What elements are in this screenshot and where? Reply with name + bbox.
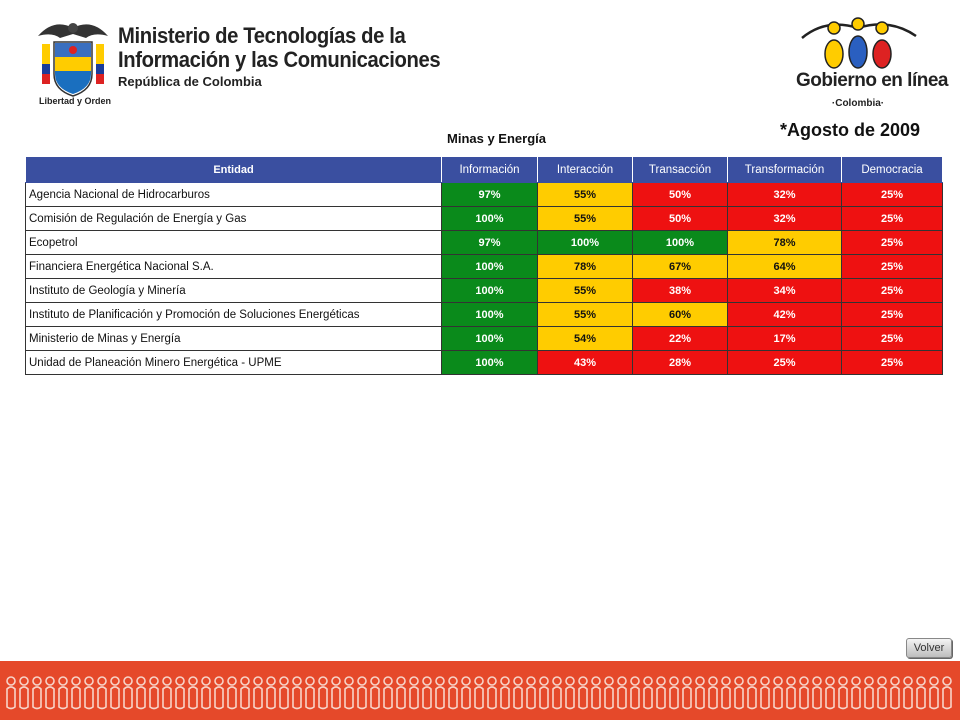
value-cell: 100% — [441, 302, 538, 327]
table-row: Financiera Energética Nacional S.A. 100%… — [25, 254, 943, 279]
table-row: Instituto de Geología y Minería 100% 55%… — [25, 278, 943, 303]
value-cell: 25% — [841, 230, 943, 255]
value-cell: 17% — [727, 326, 842, 351]
table-row: Comisión de Regulación de Energía y Gas … — [25, 206, 943, 231]
gel-subtitle: ·Colombia· — [831, 98, 885, 109]
value-cell: 100% — [441, 326, 538, 351]
table-row: Unidad de Planeación Minero Energética -… — [25, 350, 943, 375]
sector-title: Minas y Energía — [447, 131, 546, 146]
entity-name: Ecopetrol — [25, 230, 442, 255]
value-cell: 100% — [441, 278, 538, 303]
entity-name: Financiera Energética Nacional S.A. — [25, 254, 442, 279]
ministry-name: Ministerio de Tecnologías de la Informac… — [118, 23, 441, 90]
value-cell: 25% — [841, 254, 943, 279]
value-cell: 25% — [841, 326, 943, 351]
value-cell: 50% — [632, 206, 728, 231]
value-cell: 38% — [632, 278, 728, 303]
value-cell: 25% — [727, 350, 842, 375]
column-header-transformacion: Transformación — [727, 156, 842, 183]
value-cell: 43% — [537, 350, 633, 375]
results-table: Entidad Información Interacción Transacc… — [25, 156, 943, 375]
entity-name: Instituto de Geología y Minería — [25, 278, 442, 303]
value-cell: 28% — [632, 350, 728, 375]
colombia-coat-of-arms-icon — [38, 23, 108, 97]
entity-name: Instituto de Planificación y Promoción d… — [25, 302, 442, 327]
table-row: Ministerio de Minas y Energía 100% 54% 2… — [25, 326, 943, 351]
value-cell: 25% — [841, 182, 943, 207]
value-cell: 100% — [537, 230, 633, 255]
value-cell: 25% — [841, 350, 943, 375]
footer-band — [0, 661, 960, 720]
table-row: Ecopetrol 97% 100% 100% 78% 25% — [25, 230, 943, 255]
report-date: *Agosto de 2009 — [779, 120, 920, 140]
column-header-informacion: Información — [441, 156, 538, 183]
motto-text: Libertad y Orden — [38, 96, 111, 106]
value-cell: 55% — [537, 206, 633, 231]
value-cell: 55% — [537, 278, 633, 303]
table-header-row: Entidad Información Interacción Transacc… — [25, 156, 943, 183]
value-cell: 100% — [441, 254, 538, 279]
column-header-transaccion: Transacción — [632, 156, 728, 183]
value-cell: 97% — [441, 182, 538, 207]
ministry-name-line1: Ministerio de Tecnologías de la — [118, 23, 406, 48]
ministry-logo: Libertad y Orden Ministerio de Tecnologí… — [34, 16, 441, 116]
value-cell: 32% — [727, 206, 842, 231]
value-cell: 60% — [632, 302, 728, 327]
value-cell: 54% — [537, 326, 633, 351]
value-cell: 78% — [727, 230, 842, 255]
volver-button[interactable]: Volver — [906, 638, 952, 658]
gel-title: Gobierno en línea — [796, 70, 948, 91]
entity-name: Unidad de Planeación Minero Energética -… — [25, 350, 442, 375]
value-cell: 42% — [727, 302, 842, 327]
gobierno-en-linea-logo: Gobierno en línea ·Colombia· — [796, 14, 948, 114]
value-cell: 55% — [537, 182, 633, 207]
value-cell: 25% — [841, 278, 943, 303]
value-cell: 97% — [441, 230, 538, 255]
value-cell: 100% — [441, 206, 538, 231]
value-cell: 100% — [632, 230, 728, 255]
value-cell: 78% — [537, 254, 633, 279]
ministry-country: República de Colombia — [118, 74, 262, 89]
people-pattern-icon — [6, 676, 952, 710]
entity-name: Comisión de Regulación de Energía y Gas — [25, 206, 442, 231]
value-cell: 32% — [727, 182, 842, 207]
column-header-interaccion: Interacción — [537, 156, 633, 183]
value-cell: 67% — [632, 254, 728, 279]
value-cell: 25% — [841, 206, 943, 231]
entity-name: Ministerio de Minas y Energía — [25, 326, 442, 351]
value-cell: 55% — [537, 302, 633, 327]
value-cell: 50% — [632, 182, 728, 207]
value-cell: 34% — [727, 278, 842, 303]
table-row: Instituto de Planificación y Promoción d… — [25, 302, 943, 327]
column-header-entidad: Entidad — [25, 156, 442, 183]
value-cell: 22% — [632, 326, 728, 351]
entity-name: Agencia Nacional de Hidrocarburos — [25, 182, 442, 207]
value-cell: 64% — [727, 254, 842, 279]
ministry-name-line2: Información y las Comunicaciones — [118, 47, 441, 72]
value-cell: 25% — [841, 302, 943, 327]
table-row: Agencia Nacional de Hidrocarburos 97% 55… — [25, 182, 943, 207]
gobierno-en-linea-figures-icon — [801, 17, 917, 69]
column-header-democracia: Democracia — [841, 156, 943, 183]
value-cell: 100% — [441, 350, 538, 375]
